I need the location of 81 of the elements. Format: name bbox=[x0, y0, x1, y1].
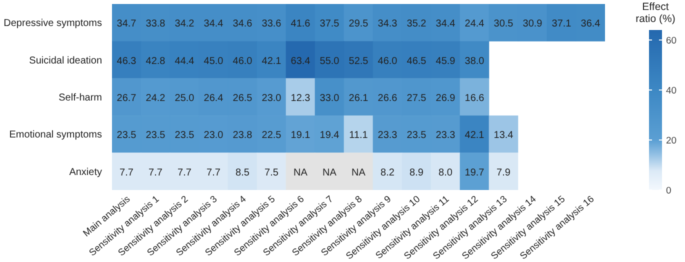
data-label: 8.9 bbox=[410, 167, 424, 178]
data-label: 26.5 bbox=[232, 93, 253, 104]
data-label: 55.0 bbox=[320, 56, 340, 67]
y-tick-label: Suicidal ideation bbox=[29, 55, 102, 66]
data-label: 19.7 bbox=[464, 167, 485, 178]
data-label: 16.6 bbox=[464, 93, 485, 104]
data-label: 34.4 bbox=[436, 18, 456, 30]
data-label: 11.1 bbox=[349, 130, 368, 142]
color-bar-title: Effect ratio (%) bbox=[636, 1, 676, 25]
color-bar-label: 0 bbox=[666, 186, 672, 196]
color-bar-label: 20 bbox=[666, 136, 677, 146]
data-label: 45.9 bbox=[436, 56, 456, 67]
data-label: 34.7 bbox=[116, 18, 137, 30]
data-label: 34.6 bbox=[232, 18, 253, 30]
data-label: 24.4 bbox=[464, 18, 485, 30]
data-label: 34.4 bbox=[204, 18, 224, 30]
data-label: 34.3 bbox=[378, 18, 398, 30]
data-label: 7.5 bbox=[264, 167, 279, 178]
data-label: 37.1 bbox=[552, 18, 572, 30]
data-label: 26.1 bbox=[348, 93, 369, 104]
data-label: 37.5 bbox=[320, 18, 340, 30]
data-label: 29.5 bbox=[348, 18, 369, 30]
data-label: 7.7 bbox=[178, 167, 192, 178]
data-label: 12.3 bbox=[290, 93, 311, 104]
data-label: 30.5 bbox=[494, 18, 514, 30]
color-bar-label: 40 bbox=[666, 86, 677, 96]
data-label: 26.7 bbox=[116, 93, 137, 104]
data-label: 45.0 bbox=[204, 56, 224, 67]
data-label: 23.8 bbox=[232, 130, 253, 142]
data-label: 63.4 bbox=[290, 56, 311, 67]
text: NA bbox=[294, 167, 308, 178]
data-label: 13.4 bbox=[494, 130, 514, 142]
data-label: 33.8 bbox=[146, 18, 166, 30]
y-tick-label: Emotional symptoms bbox=[9, 130, 102, 141]
data-label: 8.5 bbox=[236, 167, 250, 178]
data-label: 46.0 bbox=[232, 56, 253, 67]
data-label: 7.7 bbox=[148, 167, 163, 178]
data-label: 26.9 bbox=[436, 93, 456, 104]
y-tick-label: Self-harm bbox=[58, 92, 102, 104]
y-tick-label: Anxiety bbox=[69, 166, 102, 178]
data-label: 19.1 bbox=[290, 130, 311, 142]
y-tick-label: Depressive symptoms bbox=[4, 18, 102, 30]
data-label: 23.5 bbox=[406, 130, 427, 142]
data-label: 25.0 bbox=[174, 93, 195, 104]
data-label: 42.1 bbox=[262, 56, 282, 67]
data-label: 7.7 bbox=[206, 167, 221, 178]
data-label: 41.6 bbox=[290, 18, 311, 30]
data-label: 52.5 bbox=[348, 56, 369, 67]
data-label: 23.5 bbox=[174, 130, 195, 142]
data-label: 8.2 bbox=[380, 167, 395, 178]
data-label: 34.2 bbox=[174, 18, 195, 30]
data-label: 24.2 bbox=[146, 93, 166, 104]
data-label: 38.0 bbox=[464, 56, 485, 67]
data-label: 44.4 bbox=[174, 56, 195, 67]
data-label: 23.0 bbox=[262, 93, 282, 104]
data-label: 26.6 bbox=[378, 93, 398, 104]
data-label: 42.1 bbox=[464, 130, 485, 142]
text: NA bbox=[352, 167, 366, 178]
data-label: 7.7 bbox=[120, 167, 134, 178]
data-label: 30.9 bbox=[522, 18, 543, 30]
data-label: 23.3 bbox=[378, 130, 398, 142]
data-label: 27.5 bbox=[406, 93, 427, 104]
data-label: 26.4 bbox=[204, 93, 224, 104]
data-label: 23.3 bbox=[436, 130, 456, 142]
data-label: 36.4 bbox=[580, 18, 601, 30]
data-label: 23.0 bbox=[204, 130, 224, 142]
data-label: 23.5 bbox=[116, 130, 137, 142]
data-label: 35.2 bbox=[406, 18, 427, 30]
color-bar-label: 60 bbox=[666, 36, 677, 46]
text: NA bbox=[322, 167, 336, 178]
data-label: 22.5 bbox=[262, 130, 282, 142]
data-label: 8.0 bbox=[438, 167, 453, 178]
data-label: 42.8 bbox=[146, 56, 166, 67]
data-label: 7.9 bbox=[496, 167, 511, 178]
data-label: 46.0 bbox=[378, 56, 398, 67]
data-label: 46.3 bbox=[116, 56, 137, 67]
data-label: 33.6 bbox=[262, 18, 282, 30]
data-label: 19.4 bbox=[320, 130, 340, 142]
data-label: 23.5 bbox=[146, 130, 166, 142]
data-label: 46.5 bbox=[406, 56, 427, 67]
data-label: 33.0 bbox=[320, 93, 340, 104]
